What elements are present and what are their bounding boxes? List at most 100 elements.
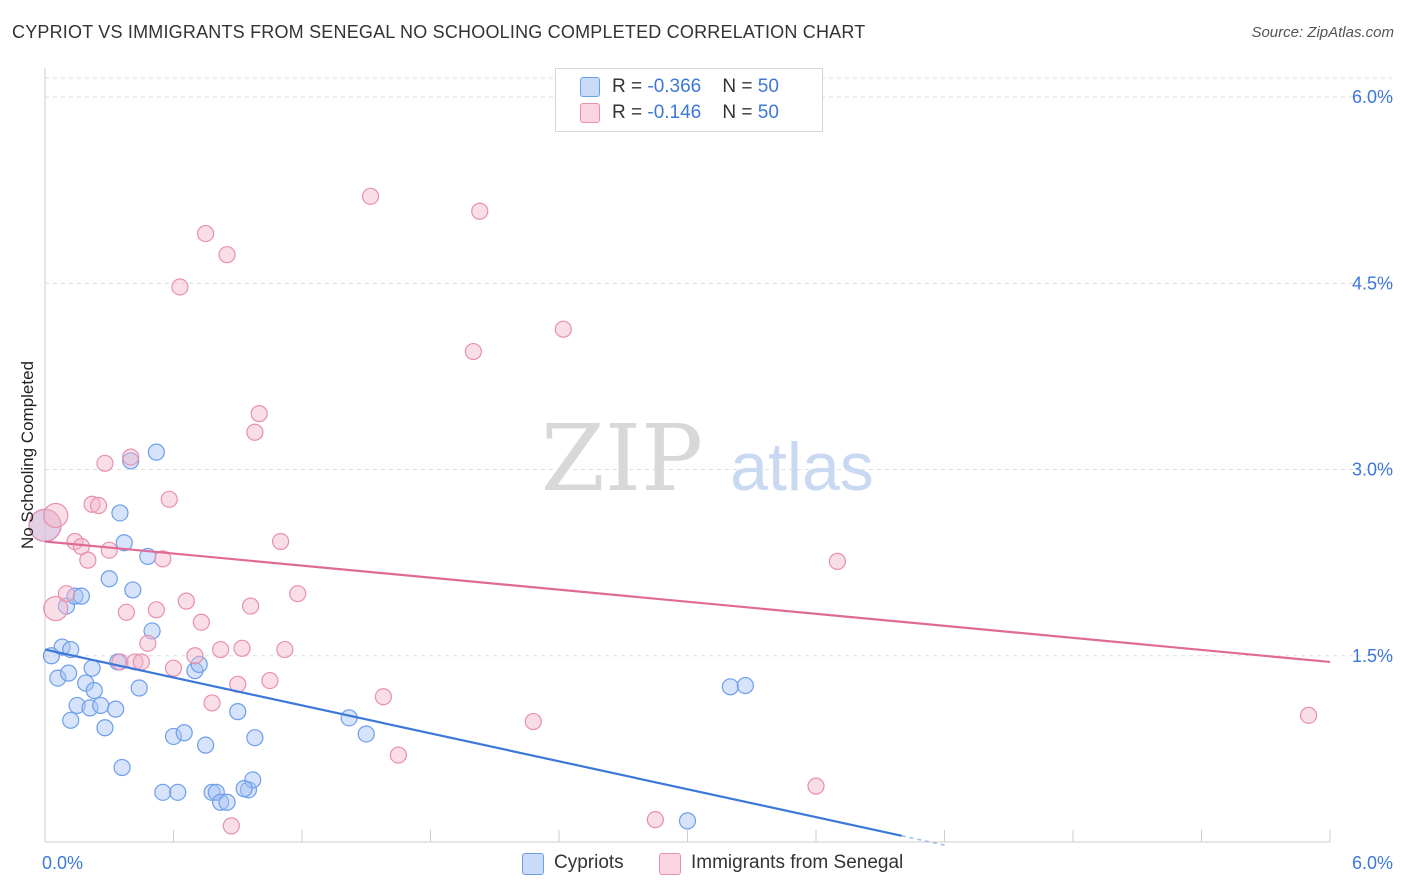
senegal-point [828,552,847,570]
legend-swatch-senegal [659,853,681,875]
senegal-point [233,639,251,657]
cypriots-point [678,812,697,830]
senegal-point [276,640,294,659]
senegal-point [186,647,204,665]
cypriots-point [68,696,86,715]
cypriots-point [122,452,140,470]
cypriots-point [175,724,193,742]
cypriots-point [113,758,131,777]
stats-r-value: -0.146 [647,102,702,123]
senegal-point [79,551,97,569]
senegal-point [132,653,150,671]
senegal-point [471,202,489,220]
cypriots-point [72,587,91,605]
chart-title: CYPRIOT VS IMMIGRANTS FROM SENEGAL NO SC… [12,22,866,42]
cypriots-point [85,681,103,700]
cypriots-point [147,443,165,461]
cypriots-point [49,669,67,687]
senegal-point [192,613,210,631]
senegal-point [246,423,264,441]
y-tick-label: 1.5% [1352,646,1393,666]
cypriots-point [96,719,114,737]
cypriots-point [81,699,99,717]
cypriots-point [92,696,110,715]
stats-n-value: 50 [757,102,779,123]
senegal-point [222,817,240,835]
watermark: ZIP atlas [541,405,874,512]
cypriots-point [736,676,754,695]
cypriots-point [154,783,172,801]
cypriots-point [83,659,101,677]
senegal-point [261,671,279,690]
senegal-point [100,541,118,559]
cypriots-point [100,570,118,588]
data-points [28,187,1318,835]
y-tick-label: 6.0% [1352,87,1393,107]
senegal-point [807,777,825,795]
senegal-point [122,448,140,466]
stats-swatch-cypriots [580,77,600,97]
senegal-point [212,640,230,659]
cypriots-point [229,703,247,721]
cypriots-point [115,534,133,552]
legend-swatch-cypriots [522,853,544,875]
cypriots-point [218,793,236,811]
y-tick-label: 3.0% [1352,460,1393,480]
cypriots-point [111,504,129,522]
cypriots-point [107,700,125,718]
senegal-point [242,597,260,615]
senegal-point [203,694,221,712]
stats-r-label: R = [612,76,648,97]
senegal-point [43,502,69,529]
cypriots-trend-line [44,648,902,837]
senegal-point [164,659,183,677]
senegal-point [197,224,215,243]
cypriots-point [124,581,142,599]
senegal-point [96,454,114,472]
x-tick-label: 6.0% [1352,853,1393,873]
watermark-zip: ZIP [541,405,703,512]
senegal-point [89,496,108,515]
senegal-point [154,550,172,568]
senegal-point [250,405,268,423]
senegal-point [524,712,542,731]
senegal-point [139,634,157,652]
senegal-point [57,585,76,603]
senegal-point [117,603,135,621]
source-credit: Source: ZipAtlas.com [1251,24,1394,41]
x-tick-label: 0.0% [42,853,83,873]
y-axis-label: No Schooling Completed [18,360,37,550]
cypriots-point [164,727,183,746]
tick-labels: 1.5% 3.0% 4.5% 6.0% 0.0% 6.0% [42,87,1393,873]
senegal-point [361,187,380,205]
cypriots-point [357,725,375,743]
trend-lines [44,540,1331,846]
senegal-point [464,342,482,361]
y-tick-label: 4.5% [1352,273,1393,293]
cypriots-point [62,711,80,729]
senegal-point [160,490,178,508]
senegal-point [171,278,189,296]
grid-lines [45,77,1392,657]
cypriots-point [190,655,208,674]
senegal-point [218,246,236,264]
senegal-point [289,585,307,603]
axes [44,68,1331,843]
cypriots-point [721,678,739,696]
cypriots-trend-extension [901,835,945,846]
cypriots-point [59,664,78,682]
stats-n-label: N = [722,76,758,97]
stats-n-label: N = [722,102,758,123]
senegal-point [554,320,572,338]
legend-label-senegal: Immigrants from Senegal [691,852,904,873]
legend-label-cypriots: Cypriots [554,852,624,873]
senegal-trend-line [44,540,1331,664]
cypriots-point [246,729,264,747]
cypriots-point [235,780,253,798]
senegal-point [646,811,664,829]
cypriots-point [197,736,215,754]
cypriots-point [169,783,187,801]
senegal-point [177,592,195,610]
senegal-point [271,532,290,551]
